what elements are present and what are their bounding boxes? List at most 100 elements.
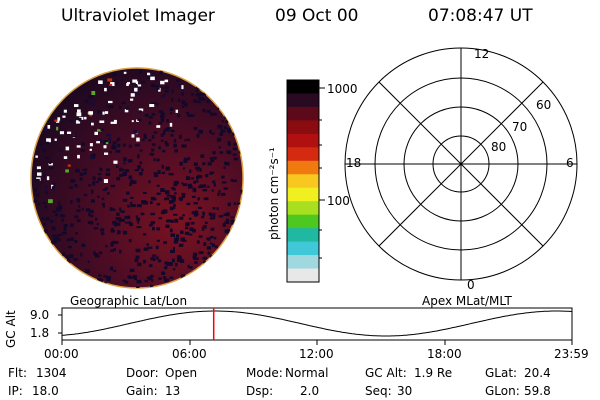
aurora-speckle — [187, 114, 192, 117]
aurora-speckle — [170, 111, 173, 115]
aurora-speckle — [177, 98, 181, 102]
aurora-speckle — [112, 141, 117, 144]
aurora-speckle — [136, 286, 140, 288]
aurora-speckle — [101, 197, 105, 201]
aurora-speckle — [69, 186, 73, 189]
aurora-speckle — [53, 237, 58, 241]
aurora-speckle — [183, 102, 188, 107]
polar-grid — [344, 47, 578, 281]
aurora-speckle — [83, 193, 88, 197]
aurora-speckle — [56, 126, 59, 131]
aurora-speckle — [210, 227, 215, 231]
aurora-speckle — [67, 131, 72, 134]
mlt-label-6: 6 — [566, 156, 574, 170]
aurora-speckle — [167, 219, 172, 223]
aurora-speckle — [135, 256, 138, 259]
aurora-speckle — [162, 86, 164, 89]
aurora-speckle — [121, 218, 125, 222]
aurora-speckle — [177, 83, 182, 87]
aurora-speckle — [113, 160, 118, 164]
aurora-speckle — [139, 161, 143, 165]
colorbar-tick-1000: 1000 — [327, 82, 358, 96]
aurora-speckle — [222, 223, 226, 227]
aurora-speckle — [220, 192, 226, 196]
aurora-speckle — [78, 117, 82, 122]
aurora-speckle — [116, 165, 119, 168]
aurora-speckle — [96, 141, 100, 144]
aurora-speckle — [217, 107, 219, 110]
aurora-speckle — [176, 234, 180, 238]
aurora-speckle — [180, 274, 186, 279]
aurora-speckle — [151, 102, 157, 105]
aurora-speckle — [223, 213, 227, 216]
aurora-speckle — [152, 254, 157, 257]
aurora-speckle — [190, 221, 195, 225]
aurora-speckle — [201, 226, 205, 231]
aurora-speckle — [52, 227, 56, 231]
aurora-speckle — [171, 89, 174, 93]
aurora-speckle — [190, 177, 194, 180]
aurora-speckle — [196, 100, 201, 104]
aurora-speckle — [183, 159, 188, 163]
aurora-speckle — [45, 157, 50, 160]
status-glat-value: 20.4 — [524, 366, 551, 380]
aurora-speckle — [119, 207, 122, 211]
aurora-speckle — [117, 143, 121, 148]
aurora-speckle — [110, 228, 114, 231]
aurora-speckle — [48, 199, 53, 204]
aurora-speckle — [57, 205, 63, 209]
aurora-speckle — [212, 212, 216, 217]
aurora-speckle — [76, 112, 82, 117]
aurora-speckle — [91, 122, 94, 126]
aurora-speckle — [160, 210, 166, 215]
aurora-speckle — [195, 166, 201, 170]
aurora-speckle — [222, 181, 227, 184]
aurora-speckle — [139, 149, 143, 152]
aurora-speckle — [156, 203, 161, 206]
aurora-speckle — [72, 135, 77, 138]
aurora-speckle — [134, 277, 137, 281]
aurora-speckle — [193, 181, 197, 184]
aurora-speckle — [136, 226, 142, 229]
aurora-speckle — [195, 93, 201, 97]
aurora-speckle — [218, 146, 222, 149]
aurora-speckle — [70, 200, 73, 204]
aurora-speckle — [76, 219, 81, 223]
aurora-speckle — [224, 221, 230, 224]
aurora-speckle — [85, 269, 90, 273]
aurora-speckle — [44, 205, 48, 209]
orbit-left-label: Geographic Lat/Lon — [70, 294, 188, 308]
aurora-speckle — [69, 254, 74, 258]
lat-label-70: 70 — [512, 120, 528, 134]
aurora-speckle — [77, 109, 81, 113]
aurora-speckle — [164, 190, 170, 195]
aurora-speckle — [236, 202, 241, 205]
aurora-speckle — [136, 217, 141, 221]
aurora-speckle — [174, 262, 178, 267]
image-date: 09 Oct 00 — [275, 6, 359, 26]
aurora-speckle — [120, 210, 125, 213]
aurora-speckle — [158, 121, 163, 125]
aurora-speckle — [158, 217, 162, 220]
aurora-speckle — [106, 192, 110, 195]
aurora-speckle — [202, 211, 205, 216]
lat-label-80: 80 — [491, 140, 507, 154]
aurora-speckle — [161, 271, 166, 275]
aurora-speckle — [204, 221, 208, 225]
aurora-speckle — [150, 221, 155, 225]
mlt-label-18: 18 — [346, 156, 362, 170]
aurora-speckle — [232, 147, 237, 151]
aurora-speckle — [173, 203, 176, 207]
status-door-value: Open — [165, 366, 198, 380]
aurora-speckle — [224, 161, 227, 165]
aurora-speckle — [220, 128, 223, 133]
aurora-speckle — [98, 80, 103, 84]
aurora-speckle — [202, 225, 207, 229]
aurora-speckle — [65, 146, 70, 151]
aurora-speckle — [147, 73, 152, 77]
aurora-speckle — [214, 245, 219, 249]
aurora-speckle — [180, 237, 185, 242]
aurora-speckle — [119, 249, 122, 254]
aurora-speckle — [140, 212, 145, 216]
colorbar-band — [287, 255, 319, 270]
